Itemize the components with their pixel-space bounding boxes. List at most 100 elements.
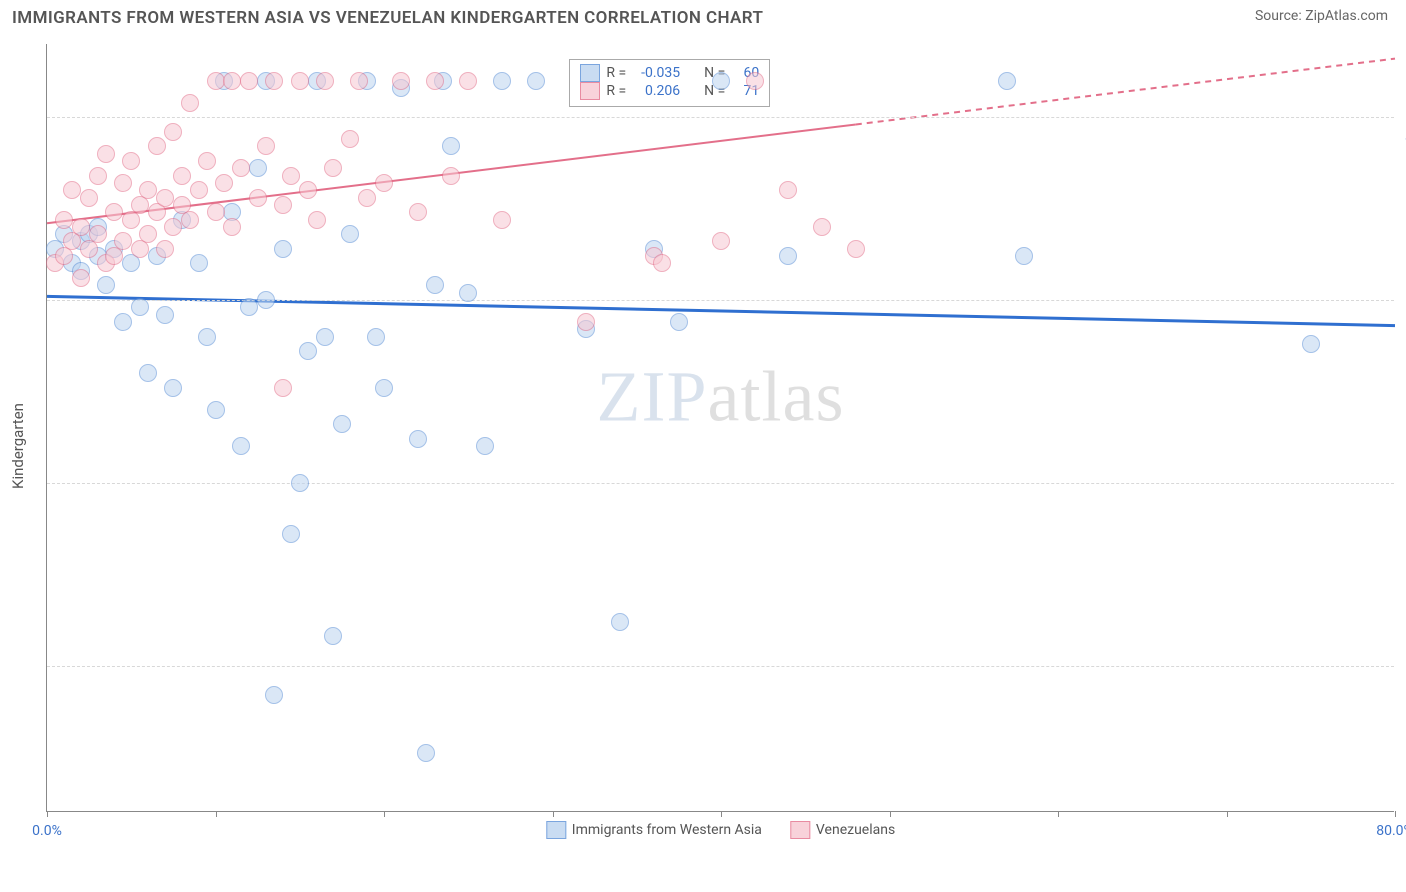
data-point xyxy=(358,189,376,207)
data-point xyxy=(350,72,368,90)
data-point xyxy=(139,181,157,199)
trend-line-dashed xyxy=(856,59,1395,125)
data-point xyxy=(493,72,511,90)
data-point xyxy=(341,130,359,148)
data-point xyxy=(527,72,545,90)
data-point xyxy=(712,232,730,250)
data-point xyxy=(139,364,157,382)
y-tick-label: 97.5% xyxy=(1398,318,1406,334)
data-point xyxy=(712,72,730,90)
data-point xyxy=(198,152,216,170)
data-point xyxy=(670,313,688,331)
x-tick xyxy=(721,811,722,817)
data-point xyxy=(173,167,191,185)
data-point xyxy=(80,189,98,207)
data-point xyxy=(164,218,182,236)
data-point xyxy=(148,137,166,155)
data-point xyxy=(291,474,309,492)
data-point xyxy=(998,72,1016,90)
stats-legend: R =-0.035N =60R =0.206N =71 xyxy=(569,59,770,107)
data-point xyxy=(190,181,208,199)
data-point xyxy=(55,211,73,229)
data-point xyxy=(375,379,393,397)
data-point xyxy=(198,328,216,346)
data-point xyxy=(265,72,283,90)
data-point xyxy=(316,328,334,346)
data-point xyxy=(299,181,317,199)
data-point xyxy=(426,72,444,90)
data-point xyxy=(611,613,629,631)
data-point xyxy=(257,291,275,309)
legend-r-value: -0.035 xyxy=(632,65,680,81)
data-point xyxy=(375,174,393,192)
data-point xyxy=(847,240,865,258)
data-point xyxy=(274,240,292,258)
series-legend-item: Immigrants from Western Asia xyxy=(546,821,762,839)
y-tick-label: 100.0% xyxy=(1398,135,1406,151)
data-point xyxy=(442,137,460,155)
data-point xyxy=(257,137,275,155)
data-point xyxy=(653,254,671,272)
data-point xyxy=(249,189,267,207)
series-legend-label: Immigrants from Western Asia xyxy=(572,822,762,838)
source-attribution: Source: ZipAtlas.com xyxy=(1255,8,1388,24)
data-point xyxy=(282,167,300,185)
x-tick xyxy=(384,811,385,817)
data-point xyxy=(164,123,182,141)
data-point xyxy=(114,232,132,250)
data-point xyxy=(417,744,435,762)
data-point xyxy=(476,437,494,455)
legend-swatch xyxy=(580,82,600,100)
x-tick xyxy=(890,811,891,817)
data-point xyxy=(190,254,208,272)
legend-r-value: 0.206 xyxy=(632,83,680,99)
data-point xyxy=(409,430,427,448)
data-point xyxy=(265,686,283,704)
data-point xyxy=(207,401,225,419)
data-point xyxy=(156,306,174,324)
data-point xyxy=(459,72,477,90)
data-point xyxy=(779,181,797,199)
plot-area: ZIPatlas R =-0.035N =60R =0.206N =71 Imm… xyxy=(46,44,1394,812)
data-point xyxy=(324,159,342,177)
data-point xyxy=(215,174,233,192)
series-legend-item: Venezuelans xyxy=(790,821,895,839)
trend-lines-layer xyxy=(47,44,1394,811)
data-point xyxy=(426,276,444,294)
data-point xyxy=(341,225,359,243)
x-tick-label: 80.0% xyxy=(1376,823,1406,839)
x-tick xyxy=(1227,811,1228,817)
data-point xyxy=(577,313,595,331)
data-point xyxy=(442,167,460,185)
data-point xyxy=(97,276,115,294)
data-point xyxy=(114,313,132,331)
data-point xyxy=(813,218,831,236)
data-point xyxy=(114,174,132,192)
data-point xyxy=(324,627,342,645)
legend-row: R =-0.035N =60 xyxy=(580,64,759,82)
data-point xyxy=(89,167,107,185)
data-point xyxy=(139,225,157,243)
x-tick-label: 0.0% xyxy=(32,823,62,839)
gridline-h xyxy=(47,117,1394,118)
data-point xyxy=(308,211,326,229)
x-tick xyxy=(47,811,48,817)
legend-r-label: R = xyxy=(606,83,626,99)
data-point xyxy=(181,211,199,229)
y-axis-label: Kindergarten xyxy=(9,403,27,489)
data-point xyxy=(207,203,225,221)
legend-swatch xyxy=(790,821,810,839)
gridline-h xyxy=(47,483,1394,484)
data-point xyxy=(131,298,149,316)
data-point xyxy=(746,72,764,90)
data-point xyxy=(223,72,241,90)
legend-r-label: R = xyxy=(606,65,626,81)
data-point xyxy=(409,203,427,221)
data-point xyxy=(232,437,250,455)
x-tick xyxy=(1058,811,1059,817)
x-tick xyxy=(216,811,217,817)
legend-swatch xyxy=(546,821,566,839)
data-point xyxy=(1302,335,1320,353)
data-point xyxy=(493,211,511,229)
data-point xyxy=(181,94,199,112)
